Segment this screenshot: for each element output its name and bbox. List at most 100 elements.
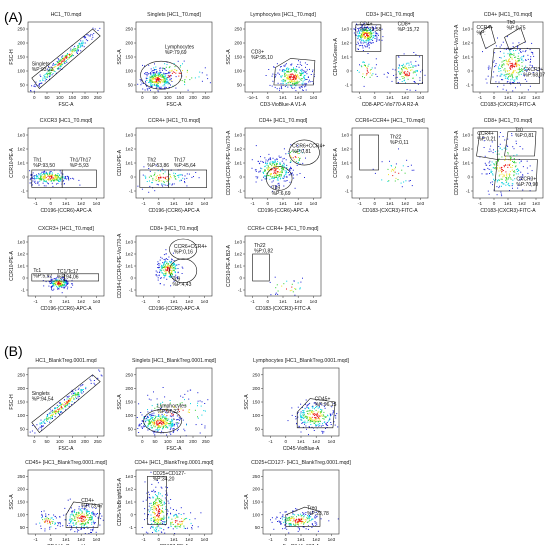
data-point — [277, 290, 279, 292]
data-point — [489, 173, 490, 174]
data-point — [507, 164, 509, 166]
data-point — [151, 517, 153, 519]
data-point — [502, 183, 504, 185]
y-tick-label: 1e1 — [125, 161, 133, 166]
data-point — [89, 378, 91, 380]
data-point — [500, 167, 502, 169]
data-point — [417, 64, 419, 66]
x-tick-label: 1e3 — [201, 201, 209, 206]
data-point — [155, 180, 157, 182]
data-point — [403, 53, 405, 55]
gate-percentage: %P:0,81 — [292, 149, 311, 155]
data-point — [172, 71, 174, 73]
data-point — [190, 512, 192, 514]
data-point — [170, 424, 172, 426]
data-point — [300, 79, 302, 81]
data-point — [155, 72, 157, 74]
data-point — [360, 42, 362, 44]
data-point — [272, 161, 274, 163]
data-point — [300, 73, 302, 75]
data-point — [267, 160, 269, 162]
data-point — [64, 519, 66, 521]
y-tick-label: 1e1 — [462, 161, 470, 166]
data-point — [81, 505, 83, 507]
data-point — [149, 497, 151, 499]
section-label-a: (A) — [4, 9, 23, 25]
data-point — [75, 51, 77, 53]
data-point — [85, 512, 87, 514]
data-point — [512, 64, 514, 66]
data-point — [303, 412, 305, 414]
data-point — [498, 158, 500, 160]
y-tick-label: 100 — [252, 413, 260, 418]
data-point — [515, 162, 517, 164]
data-point — [162, 420, 164, 422]
data-point — [526, 160, 528, 162]
data-point — [293, 83, 295, 85]
data-point — [49, 280, 51, 282]
data-point — [290, 85, 292, 87]
data-point — [281, 175, 282, 177]
data-point — [365, 32, 366, 34]
data-point — [69, 398, 71, 400]
data-point — [370, 32, 372, 34]
data-point — [487, 167, 489, 169]
data-point — [66, 402, 68, 404]
data-point — [361, 66, 363, 68]
chart-title: CD8+ [HC1_T0.mqd] — [484, 118, 533, 124]
data-point — [174, 520, 176, 522]
data-point — [518, 60, 520, 62]
data-point — [75, 522, 77, 524]
data-point — [165, 408, 167, 410]
data-point — [71, 401, 73, 403]
data-point — [153, 420, 155, 422]
data-point — [317, 407, 319, 409]
data-point — [155, 508, 157, 510]
data-point — [84, 523, 86, 524]
data-point — [282, 158, 284, 160]
data-point — [42, 77, 44, 79]
data-point — [46, 173, 48, 175]
data-point — [509, 72, 510, 74]
y-tick-label: 1e3 — [17, 240, 25, 245]
data-point — [80, 528, 82, 530]
data-point — [500, 73, 502, 75]
data-point — [159, 418, 161, 420]
x-tick-label: 1e2 — [294, 95, 302, 100]
data-point — [155, 76, 157, 78]
data-point — [274, 161, 276, 163]
data-point — [164, 266, 166, 268]
data-point — [295, 160, 297, 162]
data-point — [174, 265, 176, 267]
data-point — [314, 419, 316, 421]
data-point — [255, 169, 257, 171]
data-point — [77, 394, 79, 396]
data-point — [156, 398, 158, 400]
data-point — [296, 76, 298, 78]
data-point — [362, 32, 364, 34]
data-point — [508, 76, 509, 78]
data-point — [55, 278, 57, 280]
data-point — [170, 507, 172, 509]
data-point — [268, 153, 270, 155]
data-point — [64, 177, 66, 179]
x-tick-label: 150 — [176, 439, 184, 444]
data-point — [183, 60, 185, 62]
data-point — [297, 81, 299, 83]
data-point — [305, 415, 307, 417]
data-point — [46, 74, 48, 75]
gate-name: Tc9 — [172, 276, 180, 282]
data-point — [356, 43, 358, 45]
data-point — [60, 403, 62, 405]
data-point — [166, 269, 168, 271]
data-point — [290, 144, 292, 146]
data-point — [274, 160, 276, 162]
data-point — [357, 34, 359, 36]
data-point — [29, 431, 31, 433]
data-point — [156, 76, 158, 78]
data-point — [507, 153, 509, 155]
data-point — [160, 432, 162, 434]
data-point — [522, 189, 524, 191]
data-point — [163, 410, 165, 412]
data-point — [157, 522, 159, 524]
